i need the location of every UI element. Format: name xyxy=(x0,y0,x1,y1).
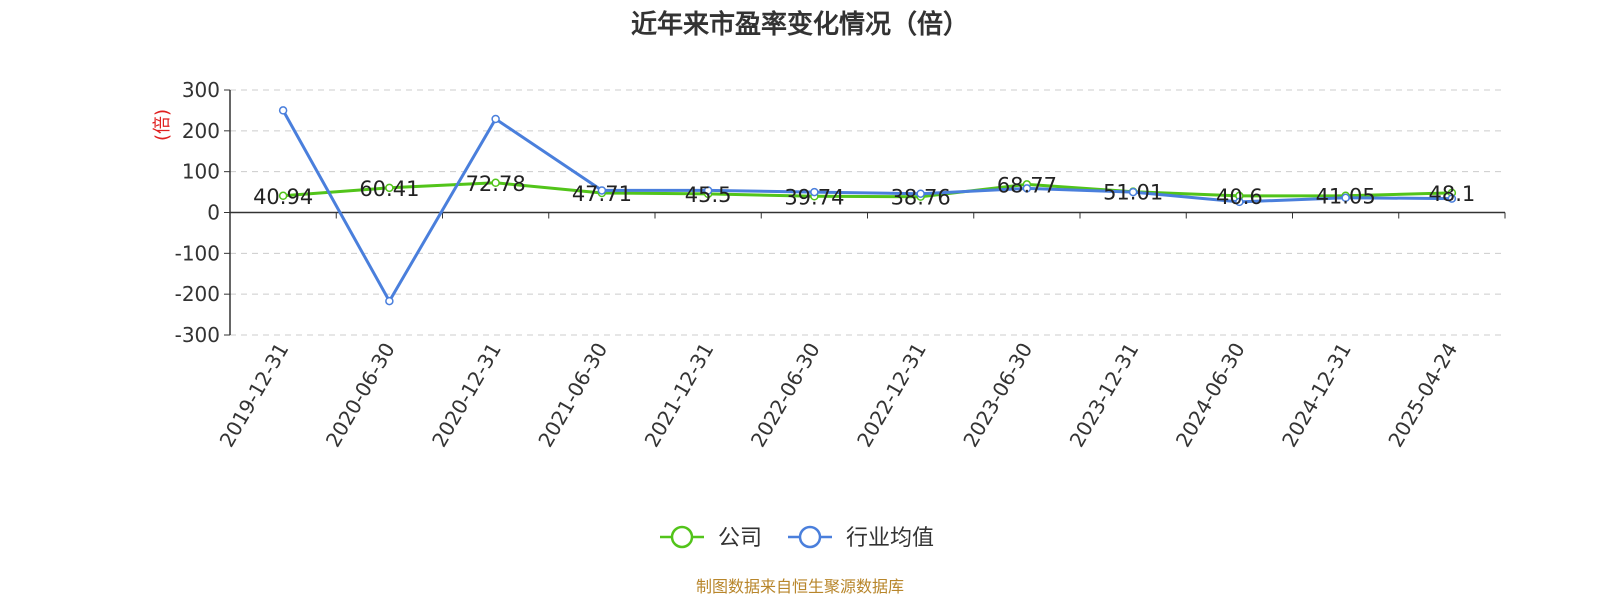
grid-lines xyxy=(230,89,1505,336)
legend: 公司 行业均值 xyxy=(660,525,934,551)
y-tick-label: -200 xyxy=(175,282,220,306)
legend-industry-marker xyxy=(798,525,822,549)
x-tick-label: 2022-06-30 xyxy=(746,339,825,452)
series-1-point[interactable] xyxy=(491,114,500,124)
series-1-point[interactable] xyxy=(916,189,925,198)
series-0-point[interactable] xyxy=(385,183,394,193)
y-tick-label: 100 xyxy=(182,160,220,184)
y-tick-label: 200 xyxy=(182,119,220,143)
series-1-point[interactable] xyxy=(1447,194,1457,203)
series-1-point[interactable] xyxy=(278,106,288,115)
data-label: 40.6 xyxy=(1216,185,1263,209)
x-tick-label: 2024-06-30 xyxy=(1171,339,1250,452)
series-lines xyxy=(278,106,1457,306)
legend-item-company[interactable]: 公司 xyxy=(660,525,762,551)
x-tick-label: 2024-12-31 xyxy=(1277,339,1356,452)
series-1-point[interactable] xyxy=(703,186,713,195)
data-label: 60.41 xyxy=(359,177,419,201)
y-tick-label: -300 xyxy=(175,323,220,347)
x-tick-label: 2020-12-31 xyxy=(427,339,506,452)
x-tick-label: 2021-12-31 xyxy=(640,339,719,452)
series-1-point[interactable] xyxy=(1022,184,1032,193)
data-label: 72.78 xyxy=(466,172,526,196)
legend-item-industry-average[interactable]: 行业均值 xyxy=(788,525,934,551)
x-tick-label: 2023-06-30 xyxy=(958,339,1037,452)
y-tick-label: 300 xyxy=(182,78,220,102)
legend-industry-label: 行业均值 xyxy=(846,526,934,551)
series-1-point[interactable] xyxy=(597,186,607,195)
x-tick-label: 2020-06-30 xyxy=(321,339,400,452)
series-1-point[interactable] xyxy=(1128,187,1138,197)
series-1-point[interactable] xyxy=(810,187,819,197)
data-label: 40.94 xyxy=(253,185,313,209)
x-tick-label: 2019-12-31 xyxy=(215,339,294,452)
y-tick-label: 0 xyxy=(207,201,220,225)
source-note: 制图数据来自恒生聚源数据库 xyxy=(696,577,904,596)
data-label: 41.05 xyxy=(1316,185,1376,209)
series-line-0 xyxy=(282,181,1452,199)
data-label: 51.01 xyxy=(1103,181,1163,205)
legend-company-marker xyxy=(670,525,694,549)
series-0-point[interactable] xyxy=(278,191,288,201)
series-line-1 xyxy=(281,109,1452,303)
x-tick-label: 2023-12-31 xyxy=(1065,339,1144,452)
series-1-point[interactable] xyxy=(1341,193,1350,203)
chart-title: 近年来市盈率变化情况（倍） xyxy=(631,9,969,40)
series-0-point[interactable] xyxy=(491,178,500,188)
data-label: 47.71 xyxy=(572,182,632,206)
x-tick-label: 2022-12-31 xyxy=(852,339,931,452)
data-label: 45.5 xyxy=(685,183,732,207)
legend-company-label: 公司 xyxy=(718,526,762,551)
series-1-point[interactable] xyxy=(1235,197,1244,207)
data-labels: 40.94 60.41 72.78 47.71 45.5 39.74 38.76 68.77 5… xyxy=(253,172,1475,210)
data-label: 48.1 xyxy=(1428,182,1475,206)
y-axis-label: (倍) xyxy=(152,109,173,141)
data-label: 38.76 xyxy=(891,186,951,210)
x-tick-label: 2025-04-24 xyxy=(1383,339,1462,452)
data-label: 39.74 xyxy=(784,185,844,209)
x-tick-label: 2021-06-30 xyxy=(533,339,612,452)
series-1-point[interactable] xyxy=(385,296,394,306)
data-label: 68.77 xyxy=(997,173,1057,197)
y-tick-label: -100 xyxy=(175,241,220,265)
